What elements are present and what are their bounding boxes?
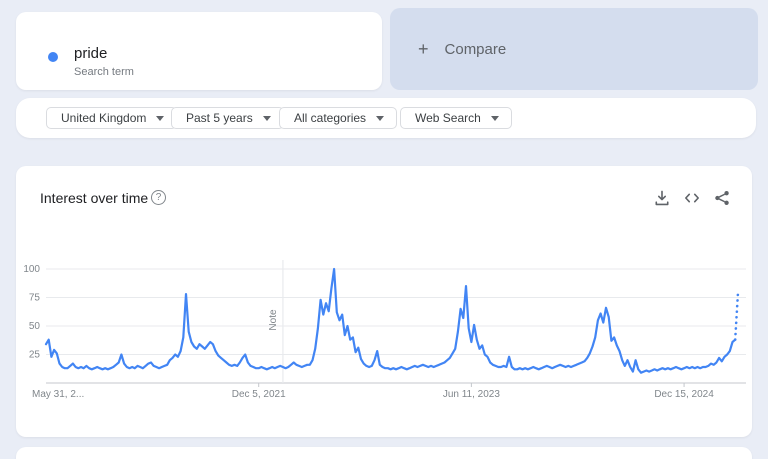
time-filter-dropdown[interactable]: Past 5 years <box>171 107 284 129</box>
interest-over-time-card: Interest over time ? 25 50 75 100 May 31, 2.… <box>16 166 752 437</box>
trend-line <box>44 267 737 374</box>
chevron-down-icon <box>490 115 499 121</box>
download-icon[interactable] <box>654 190 670 206</box>
share-icon[interactable] <box>714 190 730 206</box>
filter-bar: United Kingdom Past 5 years All categori… <box>16 98 756 138</box>
chart-title: Interest over time <box>40 190 149 206</box>
note-label: Note <box>268 309 279 331</box>
chevron-down-icon <box>156 115 165 121</box>
search-type-filter-dropdown[interactable]: Web Search <box>400 107 512 129</box>
geo-filter-value: United Kingdom <box>61 111 147 125</box>
search-term-card[interactable]: pride Search term <box>16 12 382 90</box>
help-icon[interactable]: ? <box>151 190 166 205</box>
add-comparison-button[interactable]: + Compare <box>390 8 758 90</box>
search-term-label: pride <box>74 45 108 62</box>
y-axis-label: 75 <box>29 293 41 304</box>
geo-filter-dropdown[interactable]: United Kingdom <box>46 107 178 129</box>
category-filter-value: All categories <box>294 111 367 125</box>
search-term-type: Search term <box>74 66 134 78</box>
series-color-dot <box>48 52 58 62</box>
y-axis-label: 25 <box>29 350 41 361</box>
x-axis-label: Dec 15, 2024 <box>654 389 714 400</box>
y-axis-label: 100 <box>24 264 40 275</box>
chevron-down-icon <box>262 115 271 121</box>
plus-icon: + <box>418 38 429 59</box>
interest-over-time-chart[interactable]: 25 50 75 100 May 31, 2... Dec 5, 2021 Jun 11, … <box>24 250 748 408</box>
x-axis-label: Jun 11, 2023 <box>443 389 501 400</box>
next-section-card <box>16 447 752 459</box>
x-axis-label: May 31, 2... <box>32 389 84 400</box>
time-filter-value: Past 5 years <box>186 111 253 125</box>
embed-icon[interactable] <box>684 190 700 206</box>
compare-label: Compare <box>444 40 507 58</box>
trend-line-forecast-dotted <box>733 292 740 341</box>
x-axis-label: Dec 5, 2021 <box>232 389 286 400</box>
search-type-filter-value: Web Search <box>415 111 481 125</box>
category-filter-dropdown[interactable]: All categories <box>279 107 398 129</box>
chevron-down-icon <box>376 115 385 121</box>
y-axis-label: 50 <box>29 321 41 332</box>
